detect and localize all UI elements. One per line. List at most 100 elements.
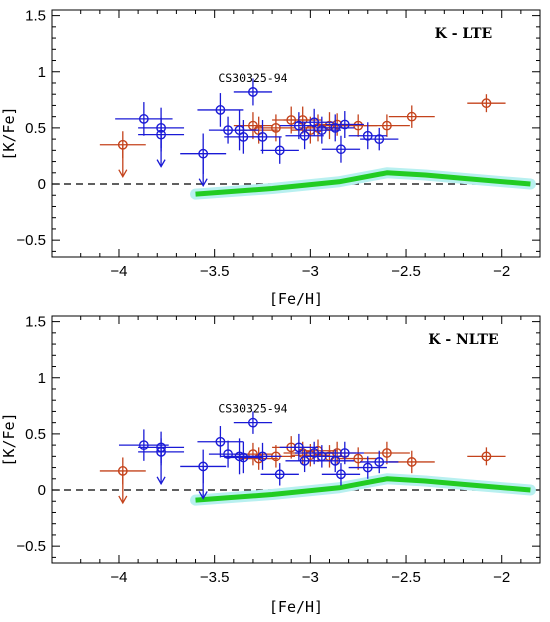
x-tick-label: −4 (110, 569, 127, 586)
blue-data-point (325, 441, 364, 465)
marker-circle (374, 457, 385, 467)
marker-circle (481, 98, 492, 109)
x-tick-label: −3.5 (200, 263, 230, 280)
marker-circle (238, 452, 249, 463)
blue-data-point (295, 108, 334, 136)
marker-circle (274, 145, 285, 156)
upper-limit-arrow (156, 159, 166, 168)
red-data-point (283, 106, 322, 134)
marker-circle (248, 417, 258, 428)
panel-label: K - LTE (435, 26, 493, 42)
x-axis-label: [Fe/H] (269, 290, 323, 308)
y-tick-label: 1.5 (25, 8, 46, 25)
blue-data-point (233, 411, 273, 434)
upper-limit-arrow (118, 495, 128, 505)
blue-data-point (115, 102, 173, 136)
blue-data-point (360, 127, 399, 151)
x-tick-label: −4 (110, 263, 127, 280)
x-tick-label: −2 (493, 263, 510, 280)
y-tick-label: −0.5 (16, 232, 46, 249)
marker-circle (257, 131, 268, 142)
panel-nlte: −4 −3.5 −3 −2.5 −2 −0.5 0 0.5 1 1.5 [Fe/H] [K/Fe] K … (0, 314, 541, 616)
x-tick-label: −3 (302, 263, 319, 280)
marker-circle (330, 455, 341, 466)
y-tick-label: 1 (38, 370, 46, 387)
upper-limit-arrow (156, 476, 166, 486)
x-tick-label: −3.5 (200, 569, 230, 586)
blue-data-point (224, 441, 263, 474)
blue-data-point (180, 449, 227, 500)
blue-data-point (180, 133, 227, 188)
panel-lte: −4 −3.5 −3 −2.5 −2 −0.5 0 0.5 1 1.5 [Fe/H] [K/Fe] K … (0, 8, 541, 308)
red-data-point (99, 131, 146, 179)
blue-data-point (325, 111, 364, 138)
y-tick-label: 0 (38, 176, 46, 193)
y-axis-label: [K/Fe] (0, 412, 18, 466)
upper-limit-arrow (198, 491, 208, 500)
marker-circle (215, 436, 226, 447)
y-tick-label: 0.5 (25, 120, 46, 137)
plot-frame (51, 9, 541, 258)
model-curve (195, 476, 531, 503)
y-tick-label: −0.5 (16, 538, 46, 555)
y-axis-label: [K/Fe] (0, 106, 18, 160)
marker-circle (309, 117, 320, 128)
blue-data-point (260, 136, 299, 164)
blue-data-point (233, 78, 273, 106)
marker-circle (223, 449, 233, 459)
star-annotation: CS30325-94 (218, 71, 287, 85)
marker-circle (257, 451, 268, 462)
x-tick-label: −2.5 (391, 569, 421, 586)
red-data-point (467, 447, 506, 466)
x-tick-label: −2.5 (391, 263, 421, 280)
marker-circle (316, 125, 327, 136)
blue-data-point (243, 442, 282, 470)
marker-circle (481, 451, 492, 462)
y-tick-label: 0 (38, 482, 46, 499)
marker-circle (362, 130, 373, 141)
marker-circle (198, 461, 209, 472)
marker-circle (156, 129, 166, 140)
red-data-point (388, 105, 435, 128)
blue-data-point (279, 433, 319, 461)
panel-label: K - NLTE (428, 332, 498, 348)
marker-circle (336, 144, 346, 155)
blue-data-point (321, 135, 361, 163)
red-data-point (363, 114, 410, 137)
blue-data-point (360, 450, 399, 474)
upper-limit-arrow (118, 169, 128, 179)
marker-circle (339, 119, 350, 130)
marker-circle (271, 122, 281, 133)
marker-circle (117, 139, 128, 150)
y-tick-label: 1 (38, 64, 46, 81)
marker-circle (215, 105, 226, 115)
marker-circle (138, 114, 149, 124)
marker-circle (406, 111, 417, 122)
star-annotation: CS30325-94 (218, 402, 287, 416)
plot-frame (51, 315, 541, 564)
marker-circle (330, 122, 341, 133)
marker-circle (117, 466, 128, 476)
marker-circle (353, 453, 364, 464)
marker-circle (374, 134, 385, 145)
marker-circle (339, 448, 350, 458)
marker-circle (362, 462, 373, 473)
blue-data-point (197, 426, 244, 458)
x-axis-label: [Fe/H] (269, 598, 323, 616)
red-data-point (99, 457, 146, 505)
blue-data-point (285, 122, 324, 150)
marker-circle (138, 440, 149, 451)
marker-circle (248, 87, 258, 97)
blue-data-point (243, 120, 282, 154)
y-tick-label: 0.5 (25, 426, 46, 443)
marker-circle (156, 446, 166, 457)
marker-circle (382, 448, 392, 458)
marker-circle (198, 148, 209, 159)
marker-circle (274, 469, 285, 480)
marker-circle (293, 120, 304, 131)
blue-data-point (321, 463, 361, 486)
x-tick-label: −2 (493, 569, 510, 586)
red-data-point (363, 441, 410, 465)
model-curve (195, 170, 531, 197)
